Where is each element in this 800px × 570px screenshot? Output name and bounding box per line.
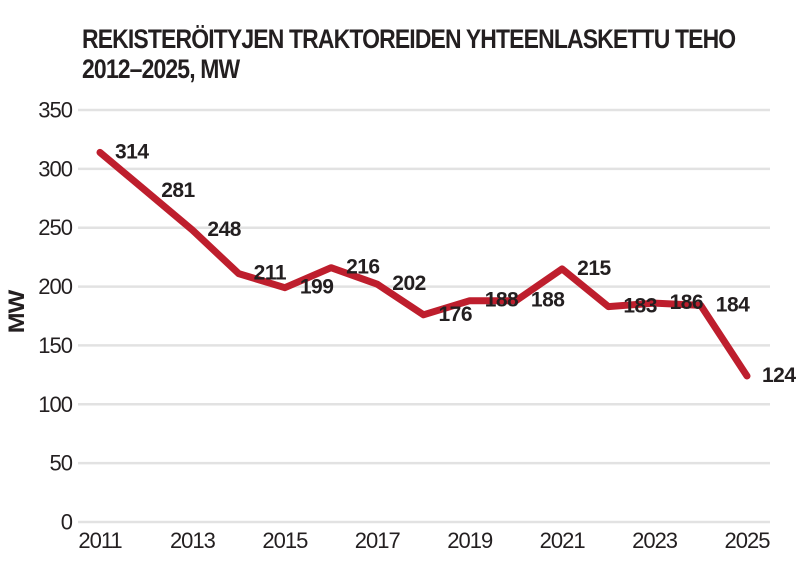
x-tick-label: 2011 bbox=[78, 528, 122, 553]
data-point-label: 215 bbox=[577, 257, 611, 280]
y-tick-label: 50 bbox=[50, 451, 73, 476]
x-tick-label: 2015 bbox=[262, 528, 308, 553]
data-point-label: 188 bbox=[485, 289, 519, 312]
x-tick-label: 2025 bbox=[725, 528, 771, 553]
chart-title-line2: 2012–2025, MW bbox=[82, 54, 240, 84]
chart-title: REKISTERÖITYJEN TRAKTOREIDEN YHTEENLASKE… bbox=[82, 24, 736, 84]
data-point-label: 188 bbox=[531, 289, 565, 312]
data-point-label: 184 bbox=[716, 293, 750, 316]
x-tick-label: 2017 bbox=[355, 528, 401, 553]
y-tick-label: 350 bbox=[38, 98, 72, 123]
y-tick-label: 200 bbox=[38, 274, 72, 299]
data-point-label: 186 bbox=[670, 291, 704, 314]
data-point-label: 124 bbox=[762, 364, 796, 387]
y-tick-label: 150 bbox=[38, 333, 72, 358]
data-point-label: 216 bbox=[346, 256, 380, 279]
data-point-label: 176 bbox=[439, 303, 473, 326]
y-tick-label: 0 bbox=[61, 510, 73, 535]
data-point-label: 281 bbox=[161, 179, 195, 202]
x-tick-label: 2021 bbox=[540, 528, 586, 553]
data-line bbox=[96, 148, 751, 380]
data-point-label: 202 bbox=[392, 272, 426, 295]
y-tick-label: 300 bbox=[38, 156, 72, 181]
data-point-label: 199 bbox=[300, 276, 334, 299]
x-tick-label: 2013 bbox=[170, 528, 216, 553]
y-tick-label: 250 bbox=[38, 215, 72, 240]
x-tick-label: 2019 bbox=[447, 528, 493, 553]
y-tick-label: 100 bbox=[38, 392, 72, 417]
data-point-label: 183 bbox=[623, 295, 657, 318]
x-tick-label: 2023 bbox=[632, 528, 678, 553]
data-point-label: 248 bbox=[207, 218, 241, 241]
data-point-label: 211 bbox=[254, 262, 287, 285]
data-point-label: 314 bbox=[115, 140, 149, 163]
chart-title-line1: REKISTERÖITYJEN TRAKTOREIDEN YHTEENLASKE… bbox=[82, 24, 736, 54]
